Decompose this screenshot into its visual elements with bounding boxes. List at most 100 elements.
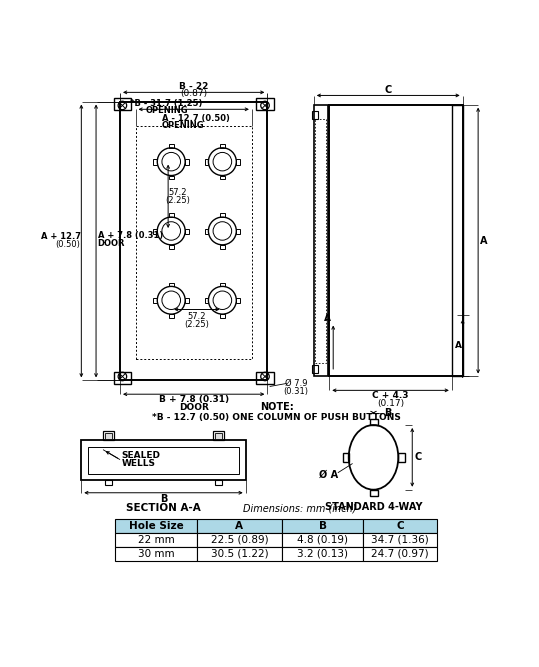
Text: A: A	[236, 521, 244, 531]
Text: (0.87): (0.87)	[180, 89, 208, 97]
Bar	[204, 298, 209, 303]
Bar	[282, 533, 363, 547]
Bar	[257, 372, 273, 384]
Bar	[115, 547, 197, 560]
Text: 22.5 (0.89): 22.5 (0.89)	[211, 535, 268, 545]
Text: A: A	[323, 314, 330, 323]
Text: 3.2 (0.13): 3.2 (0.13)	[297, 548, 348, 558]
Text: *B - 12.7 (0.50) ONE COLUMN OF PUSH BUTTONS: *B - 12.7 (0.50) ONE COLUMN OF PUSH BUTT…	[152, 413, 401, 422]
Bar	[398, 454, 404, 462]
Text: A: A	[480, 235, 487, 245]
Text: B: B	[160, 494, 167, 504]
Bar	[154, 229, 157, 234]
Bar	[220, 175, 225, 179]
Bar	[213, 431, 224, 440]
Bar	[329, 105, 462, 376]
Bar	[169, 144, 174, 148]
Text: SEALED: SEALED	[122, 452, 161, 460]
Text: 30 mm: 30 mm	[138, 548, 175, 558]
Text: OPENING: OPENING	[162, 121, 204, 130]
Text: (0.31): (0.31)	[284, 387, 308, 396]
Bar	[363, 533, 437, 547]
Bar	[236, 229, 240, 234]
Text: B: B	[319, 521, 327, 531]
Bar	[204, 229, 209, 234]
Text: DOOR: DOOR	[98, 239, 125, 247]
Bar	[169, 283, 174, 286]
Text: (0.50): (0.50)	[56, 239, 80, 249]
Text: DOOR: DOOR	[179, 403, 209, 412]
Bar	[370, 490, 378, 496]
Text: WELLS: WELLS	[122, 459, 156, 468]
Text: C: C	[415, 452, 422, 462]
Text: Ø A: Ø A	[319, 470, 338, 480]
Bar	[169, 213, 174, 217]
Bar	[115, 533, 197, 547]
Bar	[220, 245, 225, 249]
Bar	[220, 283, 225, 286]
Bar	[220, 144, 225, 148]
Text: B + 7.8 (0.31): B + 7.8 (0.31)	[158, 395, 229, 404]
Bar	[236, 298, 240, 303]
Text: 4.8 (0.19): 4.8 (0.19)	[297, 535, 348, 545]
Text: STANDARD 4-WAY: STANDARD 4-WAY	[325, 502, 422, 512]
Text: C: C	[396, 521, 404, 531]
Bar	[185, 159, 189, 165]
Bar	[215, 433, 223, 439]
Bar	[312, 365, 317, 373]
Text: B: B	[384, 408, 392, 418]
Bar	[169, 314, 174, 318]
Bar	[257, 98, 273, 110]
Bar	[370, 419, 378, 425]
Text: (2.25): (2.25)	[184, 319, 209, 329]
Bar	[197, 547, 282, 560]
Text: NOTE:: NOTE:	[260, 402, 294, 412]
Bar	[115, 519, 197, 533]
Text: SECTION A-A: SECTION A-A	[126, 503, 201, 513]
Text: A + 7.8 (0.31): A + 7.8 (0.31)	[98, 231, 163, 240]
Text: A - 12.7 (0.50): A - 12.7 (0.50)	[162, 114, 230, 123]
Text: B - 22: B - 22	[179, 83, 209, 91]
Bar	[154, 298, 157, 303]
Text: 34.7 (1.36): 34.7 (1.36)	[371, 535, 429, 545]
Text: Hole Size: Hole Size	[129, 521, 183, 531]
Bar	[103, 431, 114, 440]
Bar	[216, 480, 222, 485]
Text: (0.17): (0.17)	[377, 399, 404, 408]
Bar	[185, 298, 189, 303]
Bar	[114, 372, 131, 384]
Bar	[169, 245, 174, 249]
Bar	[105, 433, 112, 439]
Bar	[314, 105, 328, 376]
Bar	[312, 111, 317, 119]
Bar	[452, 105, 462, 376]
Bar	[220, 213, 225, 217]
Bar	[363, 519, 437, 533]
Text: Ø 7.9: Ø 7.9	[285, 379, 307, 388]
Text: 30.5 (1.22): 30.5 (1.22)	[211, 548, 268, 558]
Bar	[363, 547, 437, 560]
Text: C: C	[385, 85, 392, 95]
Text: A + 12.7: A + 12.7	[40, 232, 80, 241]
Text: Dimensions: mm (inch): Dimensions: mm (inch)	[243, 503, 357, 513]
Bar	[315, 119, 326, 363]
Text: 24.7 (0.97): 24.7 (0.97)	[371, 548, 429, 558]
Bar	[81, 440, 246, 480]
Bar	[169, 175, 174, 179]
Text: C + 4.3: C + 4.3	[372, 392, 409, 400]
Text: OPENING: OPENING	[146, 105, 188, 115]
Bar	[236, 159, 240, 165]
Bar	[120, 101, 267, 380]
Text: (2.25): (2.25)	[165, 195, 190, 205]
Text: *B - 31.7 (1.25): *B - 31.7 (1.25)	[130, 99, 203, 109]
Bar	[282, 519, 363, 533]
Bar	[197, 533, 282, 547]
Text: 57.2: 57.2	[168, 188, 186, 197]
Bar	[105, 480, 112, 485]
Bar	[220, 314, 225, 318]
Bar	[282, 547, 363, 560]
Text: 57.2: 57.2	[188, 312, 206, 321]
Bar	[342, 454, 349, 462]
Bar	[204, 159, 209, 165]
Bar	[136, 126, 252, 359]
